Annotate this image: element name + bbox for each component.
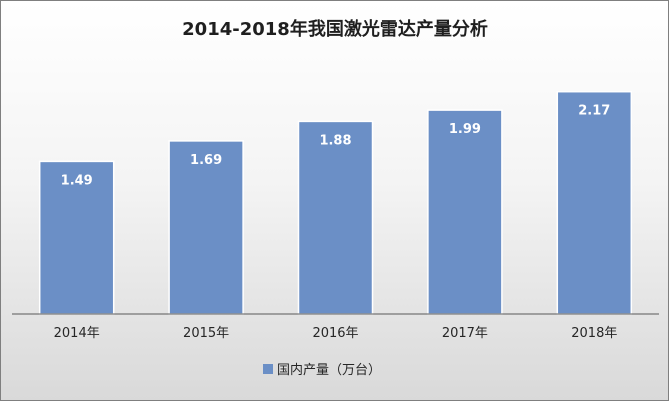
bar-2017年 — [427, 109, 503, 315]
legend: 国内产量（万台） — [263, 362, 381, 378]
bar-2014年 — [38, 160, 115, 315]
chart-title: 2014-2018年我国激光雷达产量分析 — [182, 18, 488, 40]
bar-2018年 — [556, 90, 633, 315]
legend-label: 国内产量（万台） — [277, 362, 381, 378]
data-label-2016年: 1.88 — [319, 133, 351, 148]
data-label-2015年: 1.69 — [190, 153, 222, 168]
x-tick-label-2018年: 2018年 — [571, 326, 617, 341]
x-tick-label-2014年: 2014年 — [54, 326, 100, 341]
data-label-2017年: 1.99 — [449, 122, 481, 137]
data-label-2014年: 1.49 — [61, 173, 93, 188]
x-tick-label-2017年: 2017年 — [442, 326, 488, 341]
bar-2016年 — [297, 120, 374, 315]
x-axis-tick-labels: 2014年 2015年 2016年 2017年 2018年 — [54, 326, 618, 341]
legend-swatch — [263, 364, 273, 374]
bars-layer — [38, 90, 633, 315]
bar-2015年 — [168, 140, 244, 315]
x-tick-label-2015年: 2015年 — [183, 326, 229, 341]
x-tick-label-2016年: 2016年 — [312, 326, 358, 341]
data-label-2018年: 2.17 — [578, 104, 610, 119]
data-labels-layer: 1.49 1.69 1.88 1.99 2.17 — [61, 104, 611, 189]
